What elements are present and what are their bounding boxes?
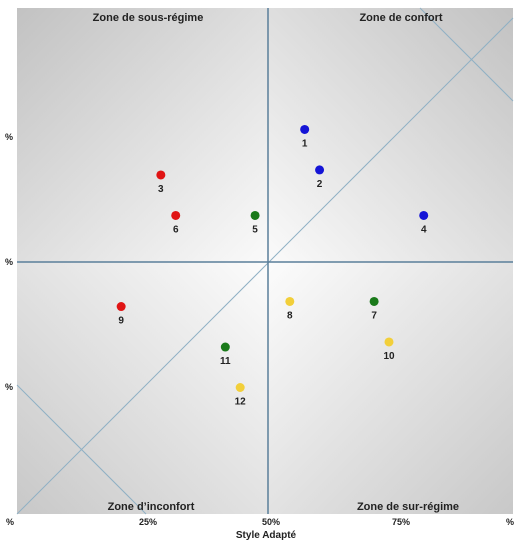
data-point-label-3: 3: [158, 184, 164, 195]
data-point-label-2: 2: [317, 179, 323, 190]
data-point-label-5: 5: [252, 224, 258, 235]
data-point-11: [220, 342, 230, 352]
data-point-5: [250, 210, 260, 220]
data-point-label-1: 1: [302, 138, 308, 149]
y-tick-label: %: [5, 257, 13, 267]
corner-line-top-right: [419, 7, 514, 102]
data-point-label-12: 12: [235, 397, 247, 408]
y-tick-label: %: [5, 382, 13, 392]
data-point-label-7: 7: [371, 310, 377, 321]
data-point-label-4: 4: [421, 224, 427, 235]
x-tick-label: 75%: [392, 517, 410, 527]
data-point-3: [156, 170, 166, 180]
data-point-8: [285, 296, 295, 306]
zone-label-bottom-left: Zone d’inconfort: [108, 501, 195, 513]
zone-label-top-right: Zone de confort: [359, 12, 442, 24]
corner-line-bottom-left: [16, 384, 147, 515]
data-point-2: [315, 165, 325, 175]
y-tick-label: %: [5, 132, 13, 142]
data-point-6: [171, 210, 181, 220]
zone-label-bottom-right: Zone de sur-régime: [357, 501, 459, 513]
data-point-label-11: 11: [220, 356, 231, 367]
data-point-label-6: 6: [173, 224, 179, 235]
x-tick-label: %: [506, 517, 514, 527]
data-point-1: [300, 124, 310, 134]
data-point-10: [384, 337, 394, 347]
data-point-12: [235, 383, 245, 392]
zone-label-top-left: Zone de sous-régime: [93, 12, 204, 24]
data-point-4: [419, 210, 429, 220]
data-point-label-10: 10: [383, 351, 395, 362]
x-tick-label: 50%: [262, 517, 280, 527]
x-axis-title: Style Adapté: [236, 530, 297, 541]
data-point-7: [369, 296, 379, 306]
main-diagonal-line: [16, 17, 514, 515]
quadrant-bottom-right: [268, 262, 513, 514]
data-point-label-8: 8: [287, 310, 293, 321]
x-tick-label: 25%: [139, 517, 157, 527]
quadrant-top-left: [17, 8, 268, 262]
x-tick-label: %: [6, 517, 14, 527]
data-point-9: [116, 302, 126, 312]
quadrant-top-right: [268, 8, 513, 262]
data-point-label-9: 9: [118, 316, 124, 327]
